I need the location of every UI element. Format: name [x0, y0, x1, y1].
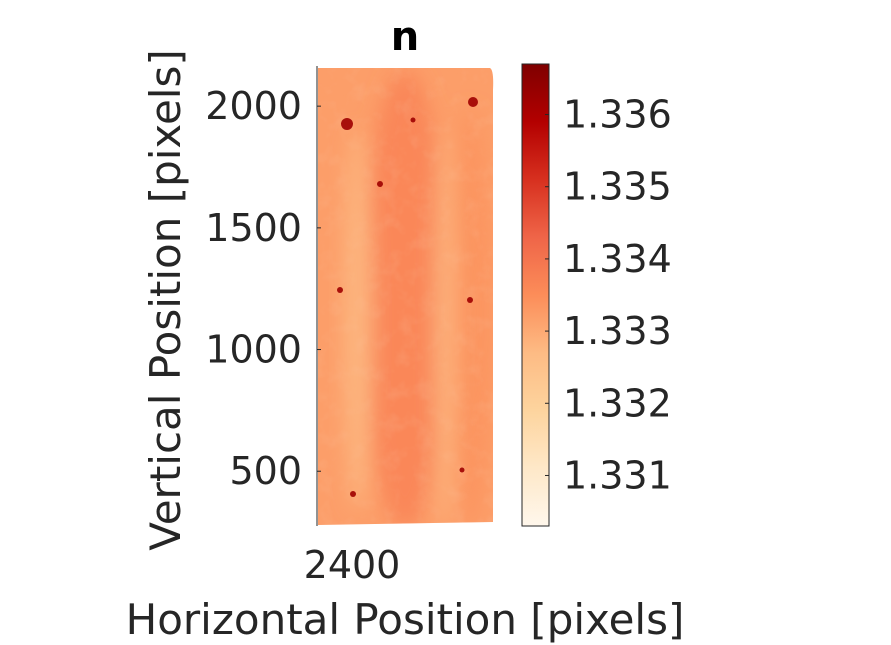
colorbar-tick-label: 1.335 [563, 165, 672, 209]
y-axis-label: Vertical Position [pixels] [141, 49, 190, 551]
heatmap-hot-spots [337, 97, 478, 497]
hot-spot [377, 181, 383, 187]
hot-spot [468, 97, 478, 107]
colorbar-tick-label: 1.333 [563, 309, 672, 353]
colorbar-tick-label: 1.332 [563, 381, 672, 425]
colorbar: 1.331 1.332 1.333 1.334 1.335 1.336 [521, 63, 672, 527]
hot-spot [341, 118, 353, 130]
y-tick-label: 500 [229, 449, 302, 493]
hot-spot [350, 491, 356, 497]
y-tick-label: 1000 [205, 328, 302, 372]
chart-title: n [391, 14, 419, 60]
hot-spot [459, 467, 465, 473]
y-axis-ticks: 500 1000 1500 2000 [205, 84, 321, 493]
hot-spot [410, 117, 416, 123]
colorbar-gradient [521, 63, 550, 527]
hot-spot [337, 287, 343, 293]
heatmap-texture [318, 68, 494, 525]
x-axis-label: Horizontal Position [pixels] [126, 595, 685, 644]
colorbar-tick-label: 1.334 [563, 237, 672, 281]
y-tick-label: 2000 [205, 84, 302, 128]
heatmap-area [318, 68, 494, 525]
y-tick-label: 1500 [205, 206, 302, 250]
x-axis-ticks: 2400 [304, 543, 401, 587]
colorbar-tick-label: 1.336 [563, 93, 672, 137]
x-tick-label: 2400 [304, 543, 401, 587]
hot-spot [467, 297, 473, 303]
colorbar-ticks: 1.331 1.332 1.333 1.334 1.335 1.336 [545, 93, 672, 497]
colorbar-tick-label: 1.331 [563, 453, 672, 497]
